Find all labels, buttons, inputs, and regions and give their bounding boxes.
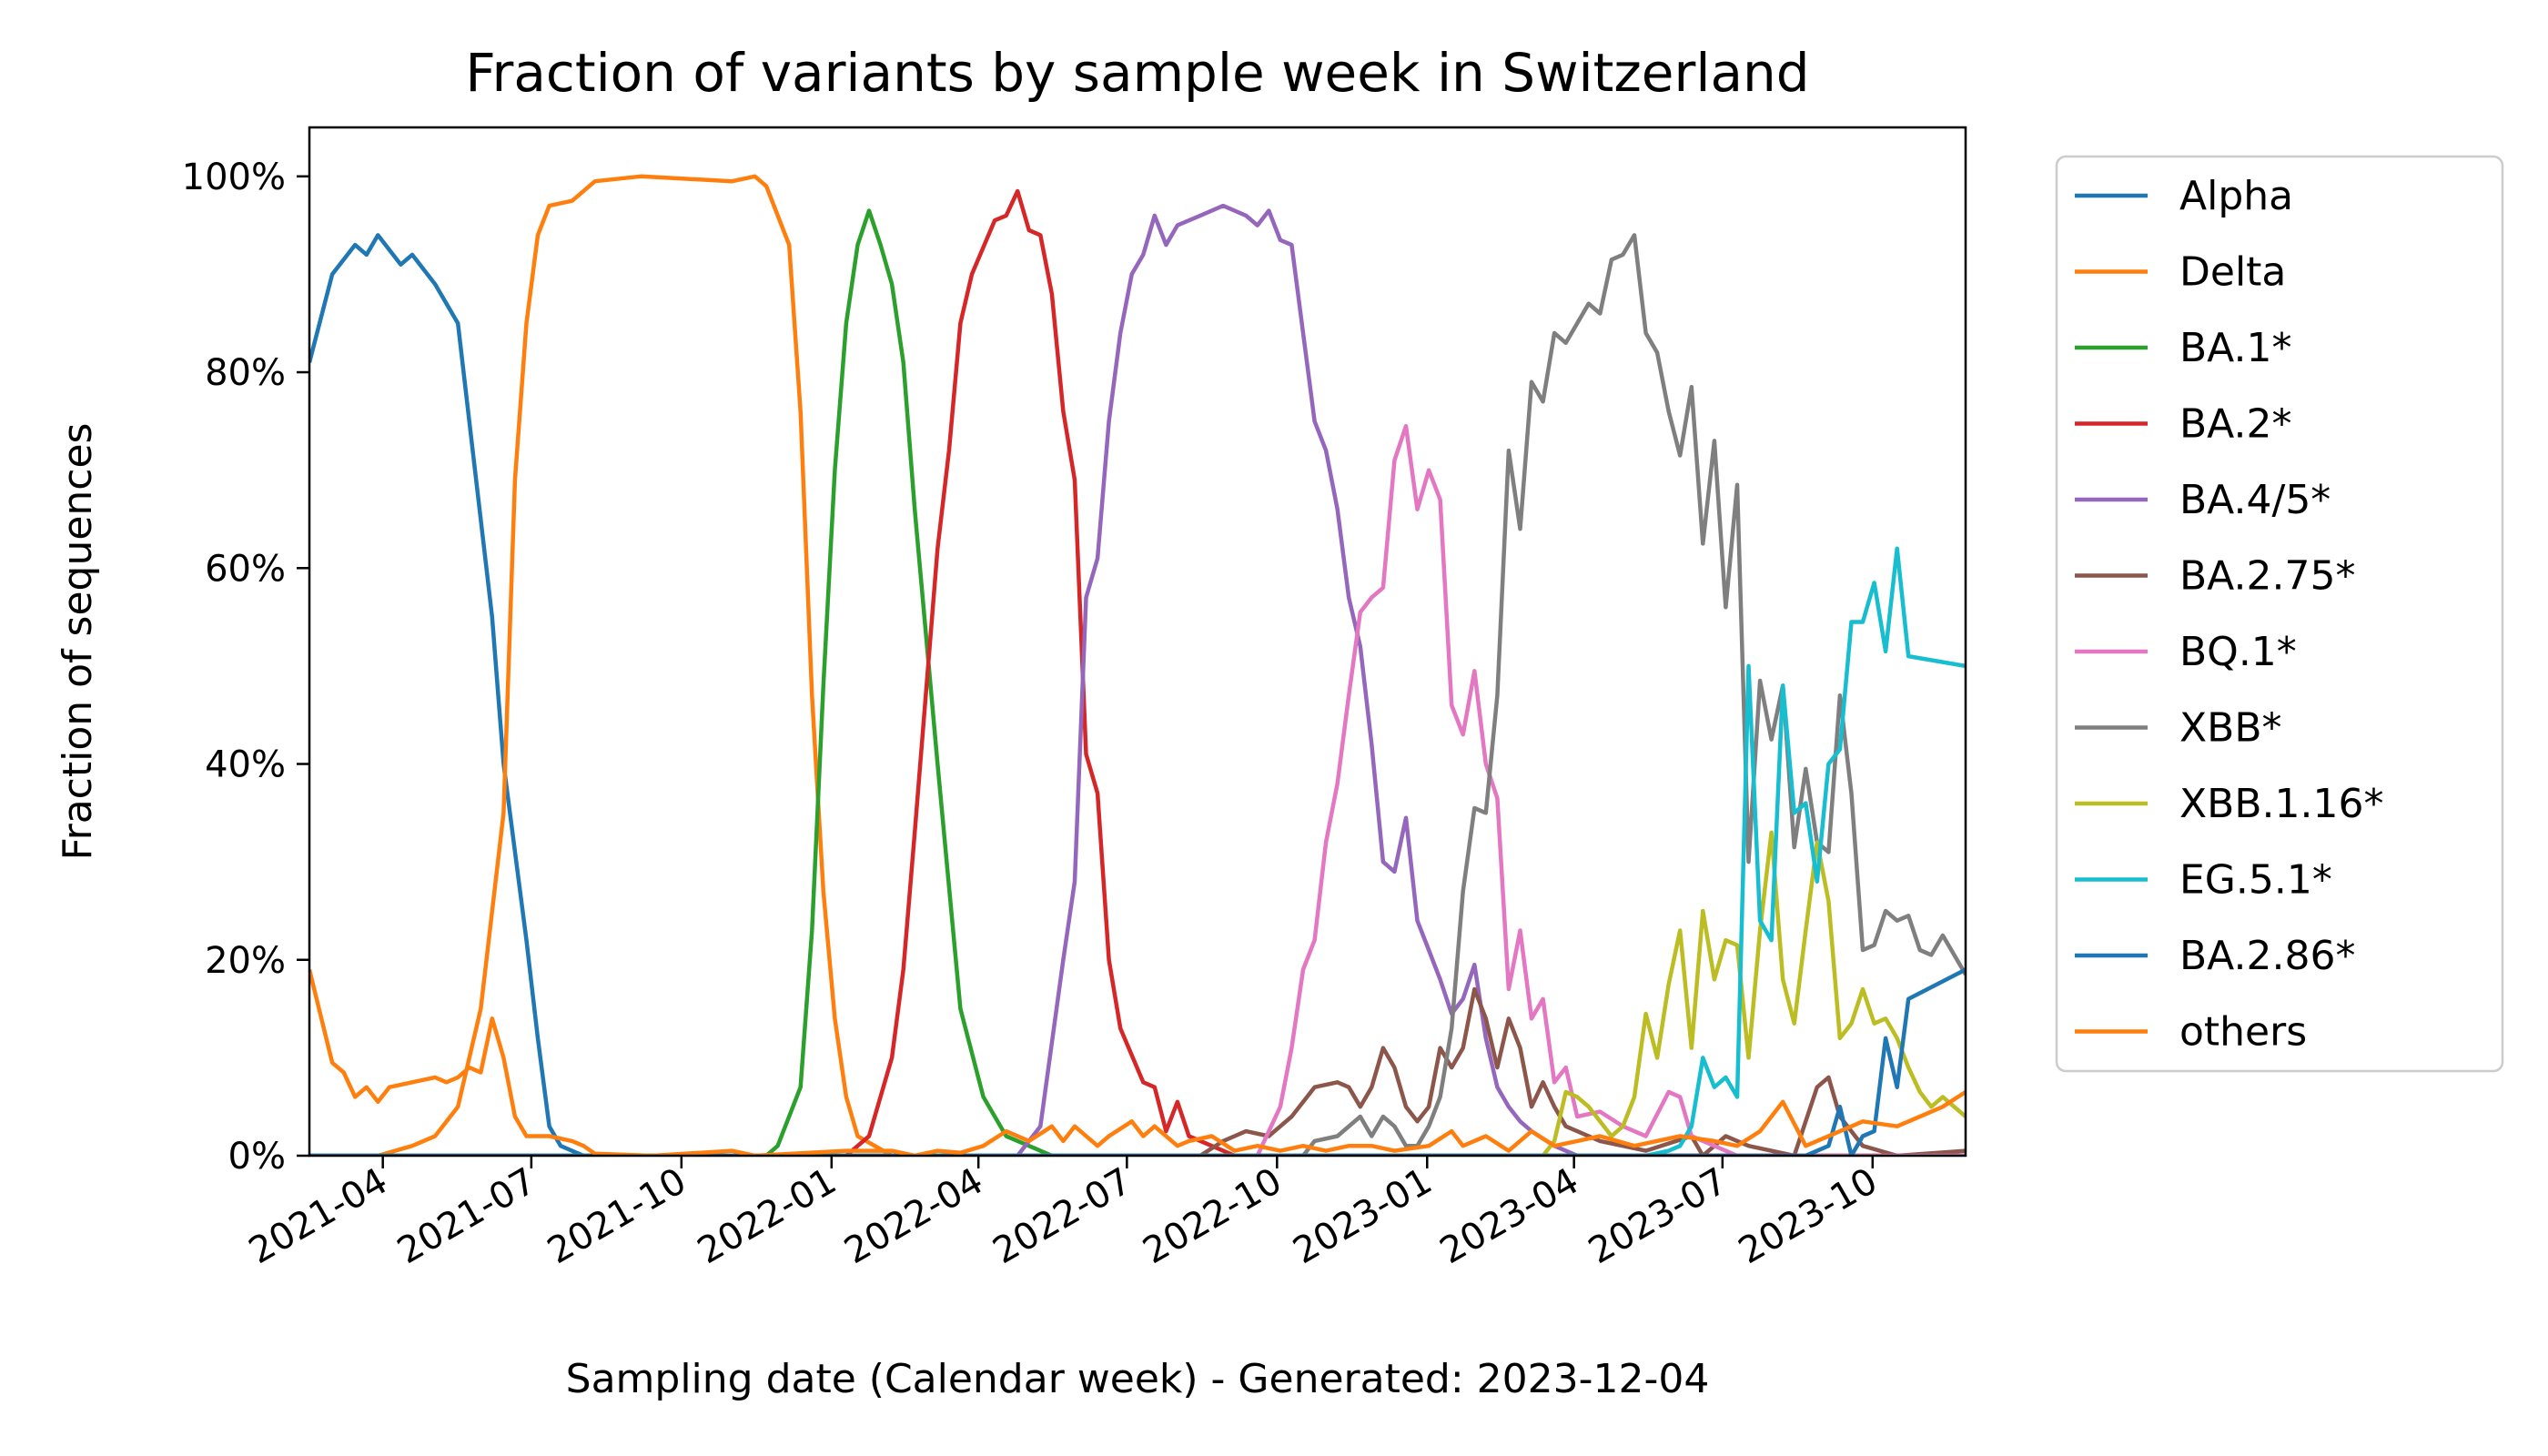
x-axis: 2021-042021-072021-102022-012022-042022-… [242, 1156, 1885, 1272]
series-layer [309, 174, 1966, 1156]
series-line-ba-4-5- [309, 203, 1966, 1156]
x-tick-label: 2022-10 [1137, 1160, 1289, 1272]
x-axis-label: Sampling date (Calendar week) - Generate… [566, 1356, 1710, 1402]
series-line-ba-2- [309, 188, 1966, 1156]
series-line-xbb- [309, 233, 1966, 1156]
x-tick-label: 2023-07 [1582, 1160, 1734, 1272]
plot-area [308, 126, 1967, 1158]
x-tick-label: 2021-07 [390, 1160, 543, 1272]
y-tick-label: 0% [228, 1136, 286, 1178]
x-tick-label: 2021-10 [541, 1160, 693, 1272]
y-axis: 0% 20% 40% 60% 80% 100% [182, 157, 309, 1178]
series-line-others [309, 968, 1966, 1156]
legend-label: BA.2* [2179, 401, 2292, 448]
legend-label: Alpha [2179, 173, 2293, 219]
legend-frame [2055, 155, 2504, 1073]
series-line-xbb-1-16- [309, 830, 1966, 1156]
x-tick-label: 2023-04 [1433, 1160, 1586, 1272]
y-tick-label: 60% [205, 548, 286, 590]
series-line-ba-1- [309, 208, 1966, 1156]
series-line-ba-2-75- [309, 986, 1966, 1156]
legend-label: XBB* [2179, 705, 2282, 752]
legend-label: XBB.1.16* [2179, 781, 2383, 827]
series-line-delta [309, 174, 1966, 1156]
x-tick-label: 2023-10 [1732, 1160, 1885, 1272]
series-line-bq-1- [309, 423, 1966, 1156]
legend-label: BA.4/5* [2179, 477, 2331, 523]
x-tick-label: 2023-01 [1287, 1160, 1440, 1272]
legend-label: EG.5.1* [2179, 857, 2332, 904]
legend-label: Delta [2179, 249, 2286, 296]
legend-items: Alpha Delta BA.1* BA.2* BA.4/5* BA.2.75* BQ.1*… [2075, 173, 2383, 1056]
plot-frame [308, 126, 1967, 1158]
legend: Alpha Delta BA.1* BA.2* BA.4/5* BA.2.75* BQ.1*… [2055, 155, 2504, 1073]
x-tick-label: 2022-07 [986, 1160, 1139, 1272]
series-line-ba-2-86- [309, 967, 1966, 1156]
legend-label: BA.1* [2179, 325, 2292, 371]
x-tick-label: 2022-01 [691, 1160, 844, 1272]
series-line-eg-5-1- [309, 546, 1966, 1156]
plot-background [309, 127, 1966, 1156]
x-tick-label: 2022-04 [837, 1160, 990, 1272]
legend-label: BA.2.75* [2179, 553, 2355, 600]
legend-label: BA.2.86* [2179, 933, 2355, 979]
y-tick-label: 100% [182, 157, 286, 198]
legend-label: BQ.1* [2179, 629, 2297, 675]
y-tick-label: 80% [205, 352, 286, 394]
y-tick-label: 40% [205, 744, 286, 786]
y-axis-label: Fraction of sequences [55, 423, 101, 861]
legend-label: others [2179, 1009, 2307, 1056]
y-tick-label: 20% [205, 940, 286, 982]
series-line-alpha [309, 233, 1966, 1156]
chart-title: Fraction of variants by sample week in S… [465, 42, 1809, 104]
